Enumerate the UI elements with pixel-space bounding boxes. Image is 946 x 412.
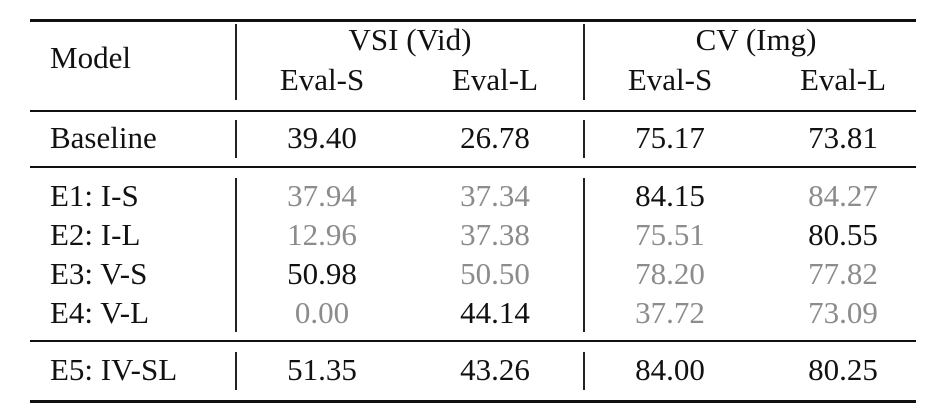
header-group-cv: CV (Img) xyxy=(695,22,817,57)
separator-final-1 xyxy=(235,352,237,390)
header-group-vsi: VSI (Vid) xyxy=(348,22,472,57)
group-rule xyxy=(30,340,916,342)
table-cell: 75.51 xyxy=(635,217,705,252)
row-model-label: Baseline xyxy=(50,120,157,155)
separator-final-2 xyxy=(583,352,585,390)
table-cell: 51.35 xyxy=(287,352,357,387)
separator-baseline-1 xyxy=(235,120,237,158)
table-cell: 78.20 xyxy=(635,256,705,291)
header-model: Model xyxy=(50,40,131,75)
top-rule xyxy=(30,19,916,22)
table-cell: 84.27 xyxy=(808,178,878,213)
table-cell: 84.15 xyxy=(635,178,705,213)
separator-baseline-2 xyxy=(583,120,585,158)
header-vsi-eval-l: Eval-L xyxy=(451,62,539,97)
table-cell: 44.14 xyxy=(460,295,530,330)
table-cell: 50.98 xyxy=(287,256,357,291)
bottom-rule xyxy=(30,400,916,403)
table-cell: 80.25 xyxy=(808,352,878,387)
row-model-label: E1: I-S xyxy=(50,178,139,213)
header-cv-eval-l: Eval-L xyxy=(799,62,887,97)
separator-header-2 xyxy=(583,24,585,100)
row-model-label: E4: V-L xyxy=(50,295,150,330)
table-cell: 12.96 xyxy=(287,217,357,252)
table-cell: 77.82 xyxy=(808,256,878,291)
table-cell: 80.55 xyxy=(808,217,878,252)
table-cell: 50.50 xyxy=(460,256,530,291)
table-cell: 37.38 xyxy=(460,217,530,252)
table-cell: 75.17 xyxy=(635,120,705,155)
separator-header-1 xyxy=(235,24,237,100)
table-cell: 39.40 xyxy=(287,120,357,155)
table-cell: 37.94 xyxy=(287,178,357,213)
separator-body-2 xyxy=(583,178,585,332)
table-cell: 26.78 xyxy=(460,120,530,155)
header-cv-eval-s: Eval-S xyxy=(627,62,713,97)
header-rule xyxy=(30,110,916,112)
baseline-rule xyxy=(30,166,916,168)
row-model-label: E3: V-S xyxy=(50,256,148,291)
table-cell: 0.00 xyxy=(294,295,350,330)
table-cell: 73.09 xyxy=(808,295,878,330)
table-cell: 37.34 xyxy=(460,178,530,213)
row-model-label: E5: IV-SL xyxy=(50,352,178,387)
table-cell: 37.72 xyxy=(635,295,705,330)
table-cell: 73.81 xyxy=(808,120,878,155)
row-model-label: E2: I-L xyxy=(50,217,141,252)
separator-body-1 xyxy=(235,178,237,332)
table-cell: 43.26 xyxy=(460,352,530,387)
header-vsi-eval-s: Eval-S xyxy=(279,62,365,97)
table-cell: 84.00 xyxy=(635,352,705,387)
